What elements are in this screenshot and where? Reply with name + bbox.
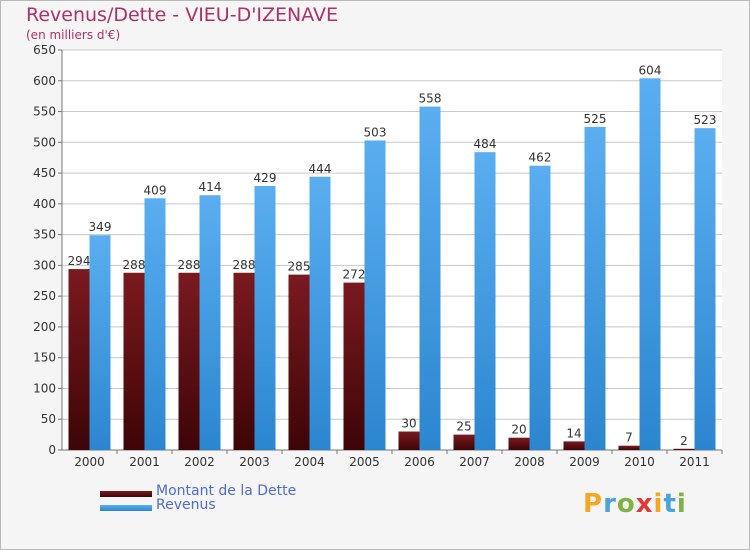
bar-debt-2000 [68, 269, 90, 450]
bar-debt-2004 [288, 274, 310, 450]
y-tick-label: 650 [33, 43, 56, 57]
y-tick-label: 450 [33, 166, 56, 180]
data-label-debt: 288 [233, 258, 256, 272]
data-label-revenue: 444 [309, 162, 332, 176]
x-tick-label: 2003 [239, 455, 270, 469]
proxiti-logo: Proxiti [583, 489, 687, 519]
y-tick-label: 100 [33, 381, 56, 395]
data-label-debt: 30 [401, 417, 416, 431]
bar-debt-2010 [618, 445, 640, 450]
data-label-revenue: 429 [254, 171, 277, 185]
bar-revenue-2009 [584, 126, 606, 450]
logo-letter: i [676, 489, 687, 519]
plot-area [62, 50, 722, 450]
x-tick-label: 2002 [184, 455, 215, 469]
data-label-debt: 285 [288, 260, 311, 274]
bar-revenue-2006 [419, 106, 441, 450]
legend-label-revenue: Revenus [156, 497, 216, 513]
x-tick-label: 2004 [294, 455, 325, 469]
data-label-revenue: 525 [584, 112, 607, 126]
data-label-revenue: 414 [199, 180, 222, 194]
x-tick-label: 2011 [679, 455, 710, 469]
y-tick-label: 300 [33, 258, 56, 272]
bar-debt-2009 [563, 441, 585, 450]
bar-revenue-2001 [144, 198, 166, 450]
bar-debt-2002 [178, 272, 200, 450]
logo-letter: t [663, 489, 677, 519]
x-tick-label: 2010 [624, 455, 655, 469]
data-label-revenue: 349 [89, 220, 112, 234]
data-label-revenue: 604 [639, 63, 662, 77]
data-label-debt: 288 [178, 258, 201, 272]
data-label-debt: 288 [123, 258, 146, 272]
legend-swatch-revenue [100, 505, 152, 511]
data-label-revenue: 503 [364, 125, 387, 139]
chart-title: Revenus/Dette - VIEU-D'IZENAVE [26, 4, 339, 26]
bar-debt-2005 [343, 282, 365, 450]
data-label-revenue: 558 [419, 92, 442, 106]
logo-letter: r [603, 489, 617, 519]
y-tick-label: 400 [33, 197, 56, 211]
data-label-debt: 7 [625, 431, 633, 445]
y-tick-label: 500 [33, 135, 56, 149]
data-label-debt: 14 [566, 426, 581, 440]
data-label-debt: 20 [511, 423, 526, 437]
logo-letter: x [635, 489, 654, 519]
data-label-debt: 294 [68, 254, 91, 268]
bar-debt-2007 [453, 434, 475, 450]
bar-revenue-2005 [364, 140, 386, 450]
x-tick-label: 2005 [349, 455, 380, 469]
logo-letter: i [653, 489, 664, 519]
bar-debt-2008 [508, 437, 530, 450]
y-tick-label: 600 [33, 74, 56, 88]
logo-letter: P [583, 489, 604, 519]
x-tick-label: 2007 [459, 455, 490, 469]
bar-revenue-2010 [639, 78, 661, 451]
legend-swatch-debt [100, 491, 152, 497]
y-tick-label: 200 [33, 320, 56, 334]
y-tick-label: 50 [41, 412, 56, 426]
x-tick-label: 2001 [129, 455, 160, 469]
bar-revenue-2003 [254, 186, 276, 450]
x-tick-label: 2009 [569, 455, 600, 469]
y-tick-label: 550 [33, 105, 56, 119]
data-label-revenue: 523 [694, 113, 717, 127]
bar-revenue-2002 [199, 195, 221, 450]
y-tick-label: 350 [33, 228, 56, 242]
bar-revenue-2004 [309, 176, 331, 450]
data-label-debt: 272 [343, 268, 366, 282]
data-label-debt: 2 [680, 434, 688, 448]
y-tick-label: 0 [48, 443, 56, 457]
data-label-revenue: 484 [474, 137, 497, 151]
bar-revenue-2008 [529, 165, 551, 450]
bar-revenue-2007 [474, 152, 496, 450]
bar-revenue-2011 [694, 128, 716, 450]
bar-debt-2001 [123, 272, 145, 450]
bar-revenue-2000 [89, 235, 111, 450]
bar-debt-2011 [673, 448, 695, 450]
data-label-revenue: 409 [144, 183, 167, 197]
data-label-debt: 25 [456, 420, 471, 434]
x-tick-label: 2000 [74, 455, 105, 469]
data-label-revenue: 462 [529, 151, 552, 165]
bar-debt-2006 [398, 431, 420, 450]
legend-label-debt: Montant de la Dette [156, 483, 297, 499]
x-tick-label: 2008 [514, 455, 545, 469]
y-tick-label: 150 [33, 351, 56, 365]
logo-letter: o [616, 489, 636, 519]
y-tick-label: 250 [33, 289, 56, 303]
chart-subtitle: (en milliers d'€) [26, 28, 121, 42]
x-tick-label: 2006 [404, 455, 435, 469]
bar-debt-2003 [233, 272, 255, 450]
